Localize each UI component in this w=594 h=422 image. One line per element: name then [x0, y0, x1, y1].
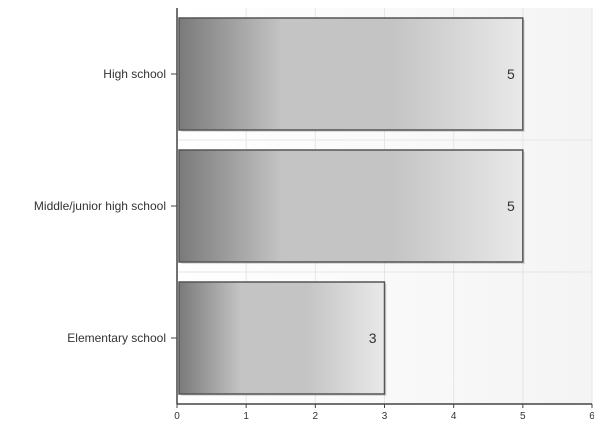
x-tick-label: 4: [451, 411, 457, 422]
category-label: Middle/junior high school: [34, 199, 166, 213]
bar-middle-junior-high-school: [178, 149, 524, 263]
x-tick-label: 5: [520, 411, 526, 422]
x-tick-label: 1: [243, 411, 249, 422]
category-label: High school: [103, 67, 166, 81]
bar-elementary-school: [178, 281, 386, 395]
bars: [178, 17, 525, 396]
data-label: 5: [507, 66, 515, 82]
x-tick-label: 6: [589, 411, 594, 422]
labels: 5 High school 5 Middle/junior high school 3 E…: [34, 66, 515, 346]
x-tick-label: 3: [382, 411, 388, 422]
x-tick-label: 0: [174, 411, 180, 422]
bar-high-school: [178, 17, 524, 131]
data-label: 3: [369, 330, 377, 346]
category-label: Elementary school: [67, 331, 166, 345]
data-label: 5: [507, 198, 515, 214]
x-tick-label: 2: [313, 411, 319, 422]
